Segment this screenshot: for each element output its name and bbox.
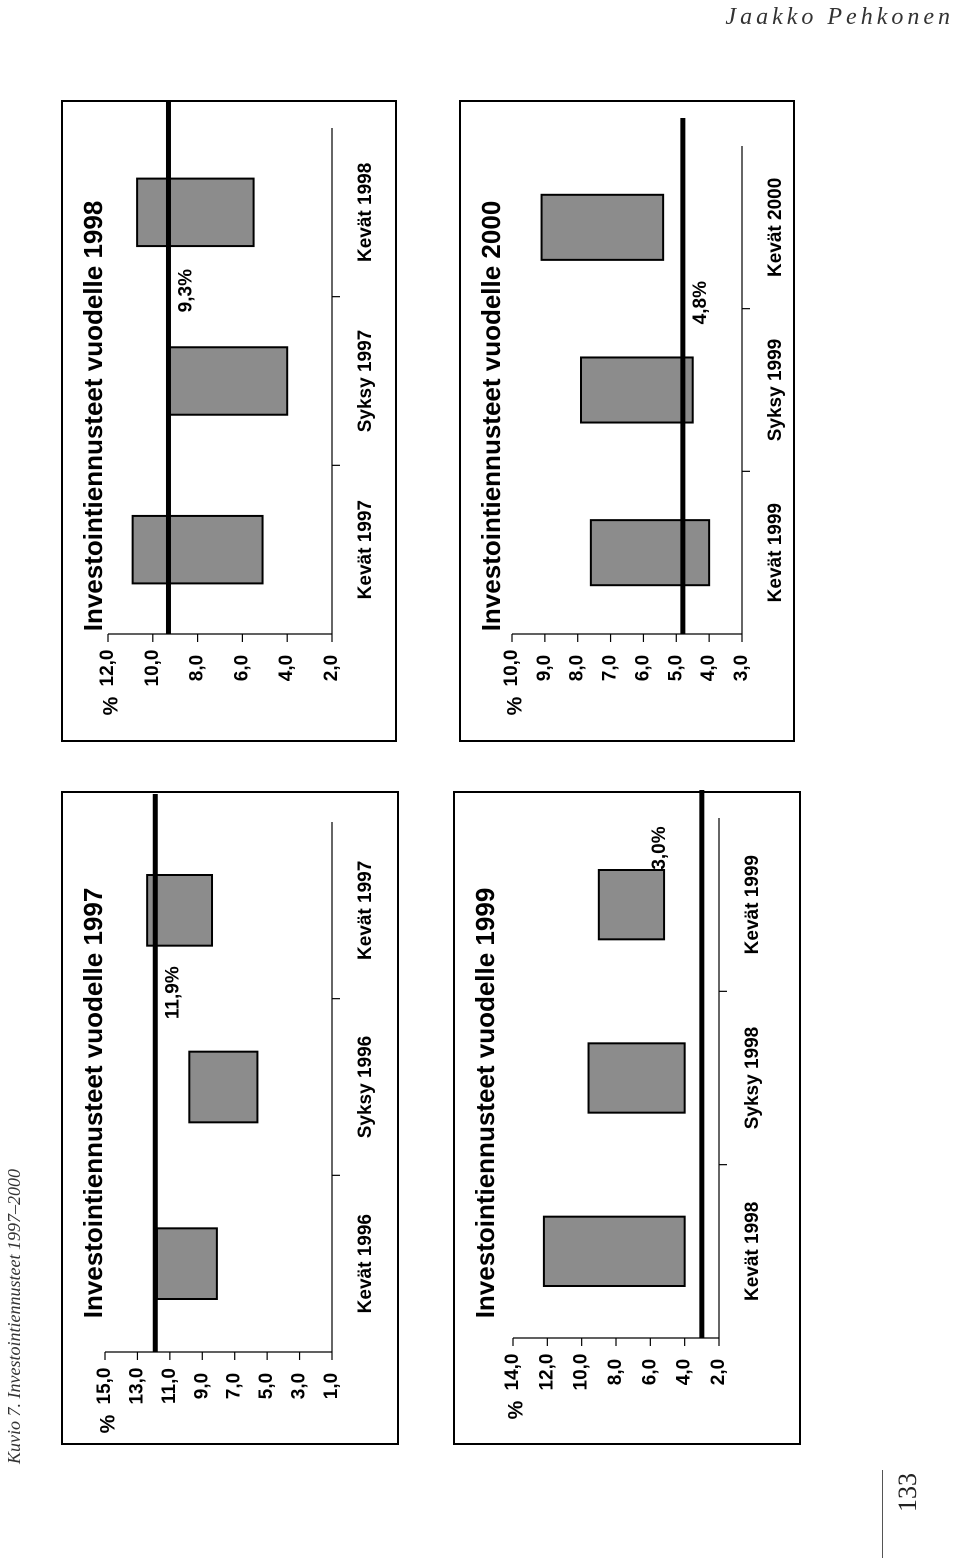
value-tick-label: 10,0 — [501, 650, 522, 687]
value-tick-label: 1,0 — [321, 1373, 342, 1399]
bar — [155, 1227, 218, 1301]
chart-title: Investointiennusteet vuodelle 1999 — [470, 888, 500, 1319]
author-name: Jaakko Pehkonen — [725, 4, 954, 30]
category-label: Syksy 1996 — [355, 1036, 376, 1139]
reference-label: 4,8% — [690, 281, 711, 324]
value-tick-label: 6,0 — [632, 655, 653, 681]
bar — [146, 874, 214, 947]
category-label: Syksy 1998 — [742, 1027, 763, 1130]
bar — [188, 1050, 259, 1124]
reference-label: 3,0% — [649, 826, 670, 869]
category-label: Kevät 1998 — [355, 163, 376, 262]
bar — [580, 356, 694, 424]
category-label: Syksy 1999 — [765, 339, 786, 442]
bar — [587, 1042, 686, 1114]
chart-frame — [61, 791, 399, 1445]
value-tick-label: 7,0 — [600, 655, 621, 681]
value-tick-label: 4,0 — [674, 1359, 695, 1385]
value-tick-label: 2,0 — [321, 655, 342, 681]
bar — [131, 514, 264, 585]
value-axis-unit: % — [504, 696, 527, 715]
value-tick-label: 8,0 — [567, 655, 588, 681]
chart-frame — [61, 100, 397, 742]
page-number-rule — [882, 1470, 883, 1558]
value-axis-unit: % — [97, 1414, 120, 1433]
category-label: Kevät 1997 — [355, 861, 376, 960]
value-axis-unit: % — [100, 696, 123, 715]
reference-label: 11,9% — [162, 966, 183, 1019]
bar — [136, 177, 255, 248]
category-label: Kevät 1999 — [742, 855, 763, 954]
value-tick-label: 3,0 — [731, 655, 752, 681]
value-tick-label: 4,0 — [698, 655, 719, 681]
value-tick-label: 5,0 — [665, 655, 686, 681]
reference-label: 9,3% — [175, 269, 196, 312]
chart-title: Investointiennusteet vuodelle 2000 — [476, 201, 506, 632]
value-axis-unit: % — [505, 1400, 528, 1419]
value-tick-label: 9,0 — [191, 1373, 212, 1399]
value-tick-label: 5,0 — [256, 1373, 277, 1399]
chart-frame — [453, 791, 801, 1445]
value-tick-label: 8,0 — [605, 1359, 626, 1385]
value-tick-label: 12,0 — [97, 650, 118, 687]
chart-4: 3,0 4,0 5,0 6,0 7,0 8,0 9,0 10,0% Kevät 1999 Syks… — [459, 100, 795, 742]
category-label: Kevät 1999 — [765, 503, 786, 602]
bar — [597, 869, 666, 941]
category-label: Syksy 1997 — [355, 330, 376, 433]
value-tick-label: 4,0 — [276, 655, 297, 681]
value-tick-label: 11,0 — [159, 1368, 180, 1404]
value-tick-label: 3,0 — [289, 1373, 310, 1399]
chart-title: Investointiennusteet vuodelle 1997 — [78, 888, 108, 1319]
value-tick-label: 13,0 — [126, 1368, 147, 1405]
value-tick-label: 12,0 — [536, 1354, 557, 1391]
bar — [167, 346, 289, 416]
value-tick-label: 2,0 — [708, 1359, 729, 1385]
bar — [540, 193, 665, 261]
chart-2: 2,0 4,0 6,0 8,0 10,0 12,0% Kevät 1997 Syksy 199… — [61, 100, 397, 742]
category-label: Kevät 1996 — [355, 1214, 376, 1313]
chart-frame — [459, 100, 795, 742]
bar — [589, 519, 711, 587]
category-label: Kevät 1997 — [355, 500, 376, 599]
value-tick-label: 10,0 — [571, 1354, 592, 1391]
chart-3: 2,0 4,0 6,0 8,0 10,0 12,0 14,0% Kevät 1998 Syksy… — [453, 790, 801, 1445]
value-tick-label: 14,0 — [502, 1354, 523, 1391]
category-label: Kevät 1998 — [742, 1202, 763, 1301]
value-tick-label: 7,0 — [224, 1373, 245, 1399]
bar — [542, 1215, 686, 1287]
chart-1: 1,0 3,0 5,0 7,0 9,0 11,0 13,0 15,0% Kevät 1996 Sy… — [61, 791, 399, 1445]
value-tick-label: 9,0 — [534, 655, 555, 681]
value-tick-label: 10,0 — [142, 650, 163, 687]
value-tick-label: 6,0 — [231, 655, 252, 681]
value-tick-label: 6,0 — [639, 1359, 660, 1385]
value-tick-label: 8,0 — [187, 655, 208, 681]
category-label: Kevät 2000 — [765, 178, 786, 277]
chart-title: Investointiennusteet vuodelle 1998 — [78, 201, 108, 632]
value-tick-label: 15,0 — [94, 1368, 115, 1405]
